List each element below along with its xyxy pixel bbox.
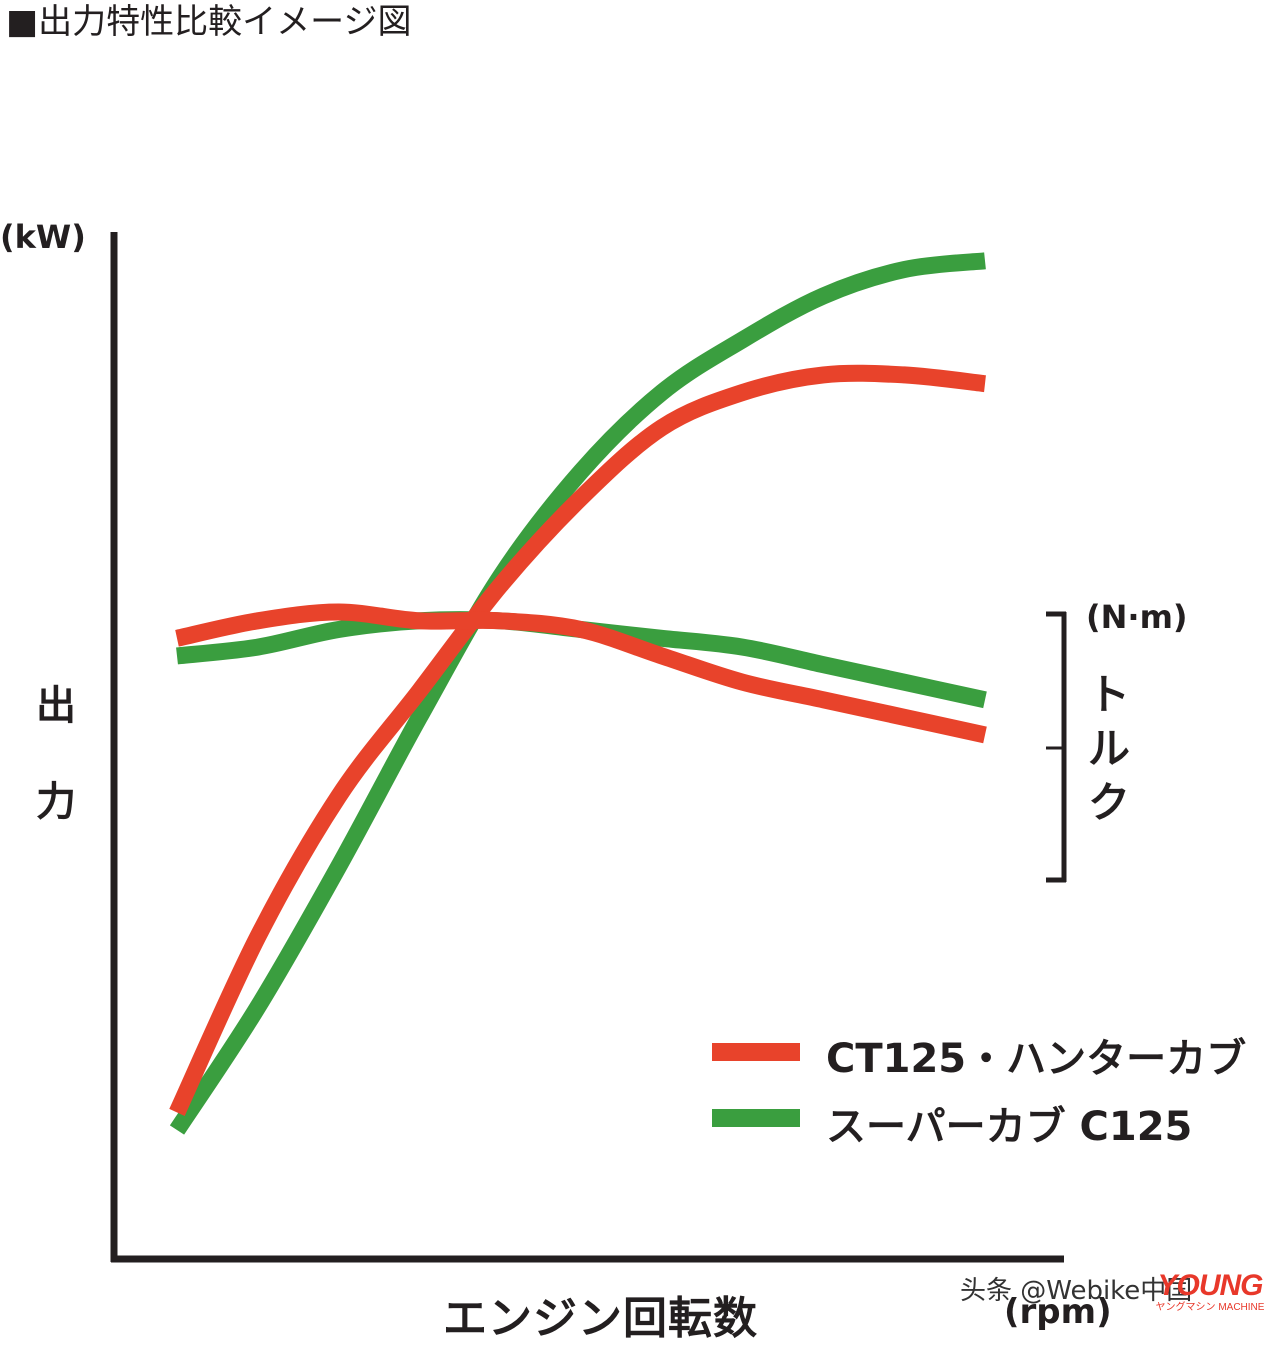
legend-label-supercub: スーパーカブ C125 bbox=[826, 1104, 1193, 1150]
series-layer bbox=[169, 252, 987, 1135]
watermark: 头条 @Webike中国 bbox=[960, 1276, 1193, 1306]
power-unit-label: (kW) bbox=[0, 218, 86, 256]
power-axis-title-char: 力 bbox=[36, 779, 76, 825]
torque-axis-title-char: ル bbox=[1088, 724, 1131, 773]
x-axis-title: エンジン回転数 bbox=[443, 1293, 758, 1344]
series-line-ct125-torque bbox=[175, 603, 987, 744]
magazine-logo-main: YOUNG bbox=[1157, 1269, 1263, 1302]
power-axis-title-char: 出 bbox=[36, 683, 76, 729]
magazine-logo-sub: ヤングマシン MACHINE bbox=[1155, 1302, 1265, 1313]
series-line-supercub-power bbox=[169, 252, 986, 1135]
power-axis-title: 出力 bbox=[36, 658, 76, 850]
torque-axis-title-char: ク bbox=[1088, 778, 1131, 827]
torque-axis-title-char: ト bbox=[1088, 670, 1131, 719]
torque-unit-label: (N·m) bbox=[1086, 598, 1188, 636]
torque-axis-title: トルク bbox=[1088, 668, 1130, 830]
torque-bracket bbox=[1046, 611, 1067, 883]
page-title: ■出力特性比較イメージ図 bbox=[6, 2, 412, 42]
series-line-ct125-power bbox=[169, 364, 986, 1116]
rpm-unit-label: (rpm) bbox=[1004, 1292, 1112, 1332]
magazine-logo: YOUNG ヤングマシン MACHINE bbox=[1150, 1270, 1270, 1324]
legend-label-ct125: CT125・ハンターカブ bbox=[826, 1036, 1247, 1082]
